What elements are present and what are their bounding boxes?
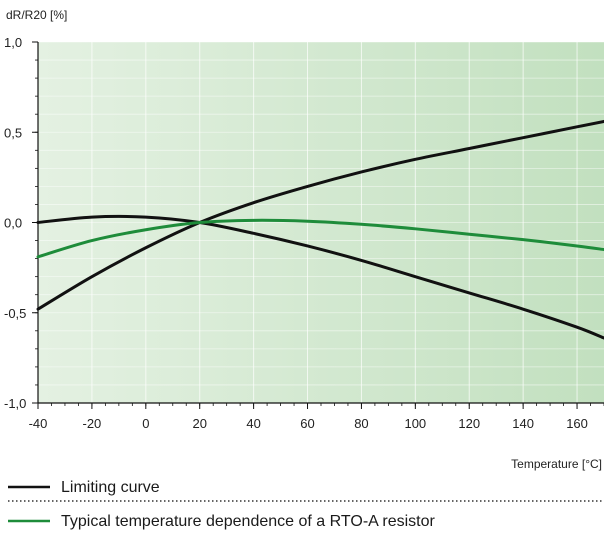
x-tick-label: 80 bbox=[354, 416, 368, 431]
x-tick-label: -40 bbox=[29, 416, 48, 431]
x-tick-label: 140 bbox=[512, 416, 534, 431]
legend: Limiting curve Typical temperature depen… bbox=[8, 479, 604, 530]
x-tick-label: 120 bbox=[458, 416, 480, 431]
x-tick-label: 40 bbox=[246, 416, 260, 431]
x-tick-label: -20 bbox=[83, 416, 102, 431]
x-tick-label: 100 bbox=[404, 416, 426, 431]
x-axis-title: Temperature [°C] bbox=[511, 457, 602, 471]
y-tick-label: 0,5 bbox=[4, 125, 22, 140]
typical-rto-a-curve bbox=[36, 218, 604, 259]
legend-label-limiting: Limiting curve bbox=[61, 479, 160, 496]
y-tick-label: -0,5 bbox=[4, 306, 26, 321]
series bbox=[36, 119, 604, 340]
limiting-curve-lower bbox=[36, 214, 604, 340]
limiting-curve-upper bbox=[36, 119, 604, 311]
y-tick-label: 1,0 bbox=[4, 35, 22, 50]
legend-label-typical: Typical temperature dependence of a RTO-… bbox=[61, 513, 436, 530]
x-tick-label: 160 bbox=[566, 416, 588, 431]
x-tick-label: 60 bbox=[300, 416, 314, 431]
y-tick-label: 0,0 bbox=[4, 216, 22, 231]
y-tick-label: -1,0 bbox=[4, 396, 26, 411]
x-tick-label: 20 bbox=[192, 416, 206, 431]
y-axis-title: dR/R20 [%] bbox=[6, 8, 67, 22]
x-tick-label: 0 bbox=[142, 416, 149, 431]
tick-labels: -40 -20 0 20 40 60 80 100 120 140 160 1,0 0,5 0,0 -0,5… bbox=[4, 35, 588, 431]
